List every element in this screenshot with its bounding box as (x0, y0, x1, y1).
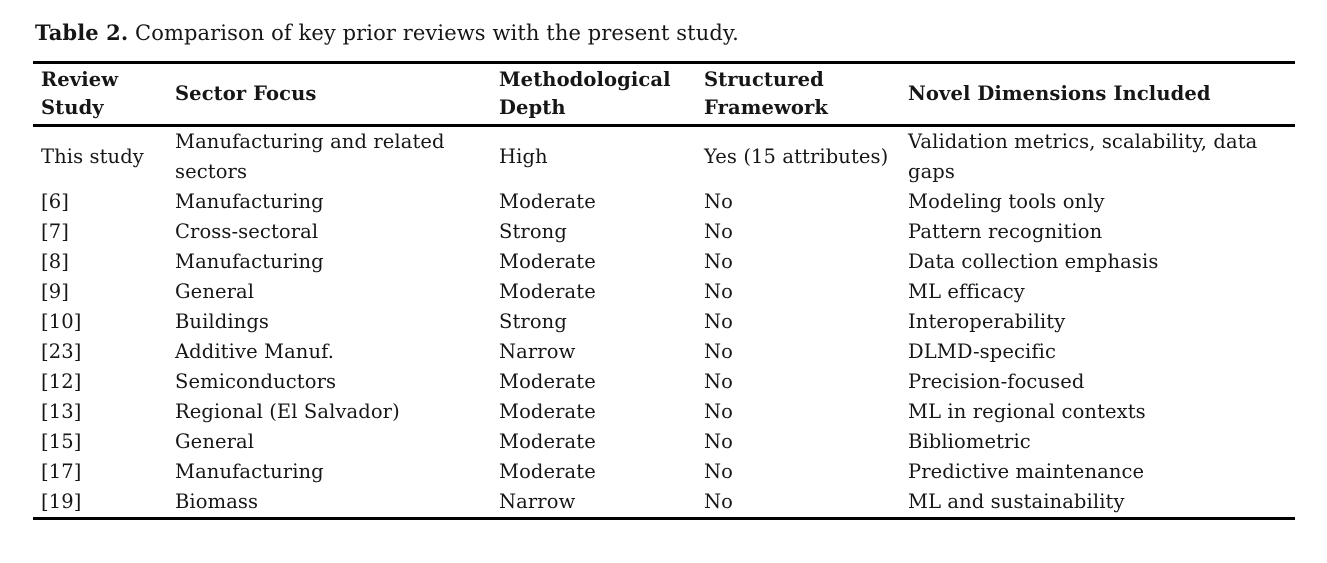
table-head: Review Study Sector Focus Methodological D… (33, 63, 1295, 126)
table-cell: Narrow (499, 340, 576, 363)
table-body: This study Manufacturing and related sect… (33, 126, 1295, 519)
table-cell: Yes (15 attributes) (704, 145, 889, 168)
table-cell: ML in regional contexts (908, 400, 1146, 423)
table-cell: Moderate (499, 430, 596, 453)
table-cell: [6] (41, 190, 69, 213)
table-cell: [23] (41, 340, 82, 363)
table-cell: [7] (41, 220, 69, 243)
table-cell: Interoperability (908, 310, 1066, 333)
comparison-table: Review Study Sector Focus Methodological D… (33, 61, 1295, 520)
header-row: Review Study Sector Focus Methodological D… (33, 63, 1295, 126)
table-cell: Validation metrics, scalability, data ga… (908, 130, 1258, 183)
table-cell: No (704, 490, 734, 513)
table-row: [23] Additive Manuf. Narrow No DLMD-specific (33, 337, 1295, 367)
table-cell: [17] (41, 460, 82, 483)
table-row: [13] Regional (El Salvador) Moderate No ML i… (33, 397, 1295, 427)
table-cell: [15] (41, 430, 82, 453)
table-caption-text: Comparison of key prior reviews with the… (128, 21, 739, 45)
table-row: [7] Cross-sectoral Strong No Pattern recogni… (33, 217, 1295, 247)
table-row: [10] Buildings Strong No Interoperability (33, 307, 1295, 337)
table-row: [6] Manufacturing Moderate No Modeling tools… (33, 187, 1295, 217)
table-cell: No (704, 250, 734, 273)
table-cell: [19] (41, 490, 82, 513)
table-caption: Table 2. Comparison of key prior reviews… (35, 18, 1295, 48)
table-row: [19] Biomass Narrow No ML and sustainability (33, 487, 1295, 519)
table-cell: Moderate (499, 250, 596, 273)
table-cell: Moderate (499, 370, 596, 393)
table-cell: Bibliometric (908, 430, 1031, 453)
table-cell: Moderate (499, 190, 596, 213)
table-caption-label: Table 2. (35, 20, 129, 45)
table-cell: ML efficacy (908, 280, 1025, 303)
table-cell: No (704, 220, 734, 243)
table-cell: Buildings (175, 310, 270, 333)
table-cell: Manufacturing (175, 190, 324, 213)
table-cell: Manufacturing and related sectors (175, 130, 445, 183)
table-cell: Precision-focused (908, 370, 1085, 393)
table-cell: Moderate (499, 280, 596, 303)
paper-page: Table 2. Comparison of key prior reviews… (33, 18, 1295, 520)
table-cell: Manufacturing (175, 250, 324, 273)
table-cell: No (704, 310, 734, 333)
table-cell: No (704, 340, 734, 363)
table-cell: No (704, 280, 734, 303)
column-header: Sector Focus (175, 82, 317, 105)
table-cell: Narrow (499, 490, 576, 513)
table-cell: Data collection emphasis (908, 250, 1159, 273)
table-row: [8] Manufacturing Moderate No Data collectio… (33, 247, 1295, 277)
table-cell: Additive Manuf. (175, 340, 335, 363)
column-header: Structured Framework (704, 68, 828, 119)
table-cell: Moderate (499, 400, 596, 423)
table-cell: No (704, 190, 734, 213)
table-cell: Biomass (175, 490, 259, 513)
table-cell: No (704, 370, 734, 393)
table-cell: Manufacturing (175, 460, 324, 483)
table-cell: Strong (499, 220, 567, 243)
table-cell: [9] (41, 280, 69, 303)
column-header: Review Study (41, 68, 119, 119)
table-row: [9] General Moderate No ML efficacy (33, 277, 1295, 307)
table-cell: This study (41, 145, 144, 168)
table-row: This study Manufacturing and related sect… (33, 126, 1295, 188)
table-row: [15] General Moderate No Bibliometric (33, 427, 1295, 457)
table-cell: General (175, 430, 255, 453)
table-cell: ML and sustainability (908, 490, 1125, 513)
table-cell: Regional (El Salvador) (175, 400, 400, 423)
column-header: Novel Dimensions Included (908, 82, 1211, 105)
table-cell: Cross-sectoral (175, 220, 319, 243)
table-cell: Moderate (499, 460, 596, 483)
table-cell: [13] (41, 400, 82, 423)
table-row: [17] Manufacturing Moderate No Predictive ma… (33, 457, 1295, 487)
table-cell: Strong (499, 310, 567, 333)
table-cell: Semiconductors (175, 370, 337, 393)
table-cell: General (175, 280, 255, 303)
column-header: Methodological Depth (499, 68, 671, 119)
table-cell: Modeling tools only (908, 190, 1105, 213)
table-row: [12] Semiconductors Moderate No Precision-fo… (33, 367, 1295, 397)
table-cell: [10] (41, 310, 82, 333)
table-cell: No (704, 400, 734, 423)
table-cell: [12] (41, 370, 82, 393)
table-cell: No (704, 430, 734, 453)
table-cell: High (499, 145, 548, 168)
table-cell: No (704, 460, 734, 483)
table-cell: DLMD-specific (908, 340, 1056, 363)
table-cell: [8] (41, 250, 69, 273)
table-cell: Pattern recognition (908, 220, 1103, 243)
table-cell: Predictive maintenance (908, 460, 1145, 483)
